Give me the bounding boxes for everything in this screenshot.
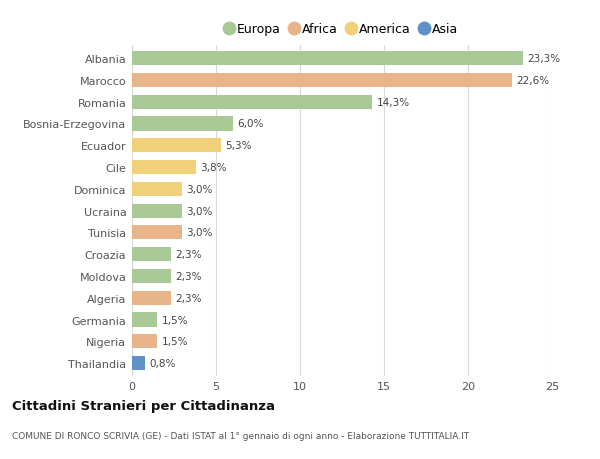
Text: 3,8%: 3,8% <box>200 162 227 173</box>
Bar <box>132 313 157 327</box>
Text: 1,5%: 1,5% <box>161 315 188 325</box>
Bar <box>132 226 182 240</box>
Bar <box>132 247 170 262</box>
Text: 2,3%: 2,3% <box>175 293 202 303</box>
Bar <box>132 139 221 153</box>
Bar <box>132 356 145 370</box>
Bar <box>132 204 182 218</box>
Legend: Europa, Africa, America, Asia: Europa, Africa, America, Asia <box>226 23 458 36</box>
Text: 14,3%: 14,3% <box>376 97 410 107</box>
Bar <box>132 291 170 305</box>
Text: 2,3%: 2,3% <box>175 271 202 281</box>
Text: 0,8%: 0,8% <box>149 358 176 368</box>
Text: 3,0%: 3,0% <box>187 206 213 216</box>
Text: 2,3%: 2,3% <box>175 250 202 260</box>
Text: 3,0%: 3,0% <box>187 185 213 195</box>
Text: 22,6%: 22,6% <box>516 76 549 86</box>
Text: 6,0%: 6,0% <box>237 119 263 129</box>
Text: Cittadini Stranieri per Cittadinanza: Cittadini Stranieri per Cittadinanza <box>12 399 275 412</box>
Bar <box>132 52 523 66</box>
Text: 23,3%: 23,3% <box>527 54 561 64</box>
Bar <box>132 269 170 284</box>
Bar <box>132 182 182 196</box>
Bar <box>132 117 233 131</box>
Text: 5,3%: 5,3% <box>225 141 252 151</box>
Bar <box>132 161 196 175</box>
Bar <box>132 73 512 88</box>
Text: 3,0%: 3,0% <box>187 228 213 238</box>
Bar <box>132 95 372 110</box>
Text: COMUNE DI RONCO SCRIVIA (GE) - Dati ISTAT al 1° gennaio di ogni anno - Elaborazi: COMUNE DI RONCO SCRIVIA (GE) - Dati ISTA… <box>12 431 469 441</box>
Bar <box>132 335 157 349</box>
Text: 1,5%: 1,5% <box>161 336 188 347</box>
